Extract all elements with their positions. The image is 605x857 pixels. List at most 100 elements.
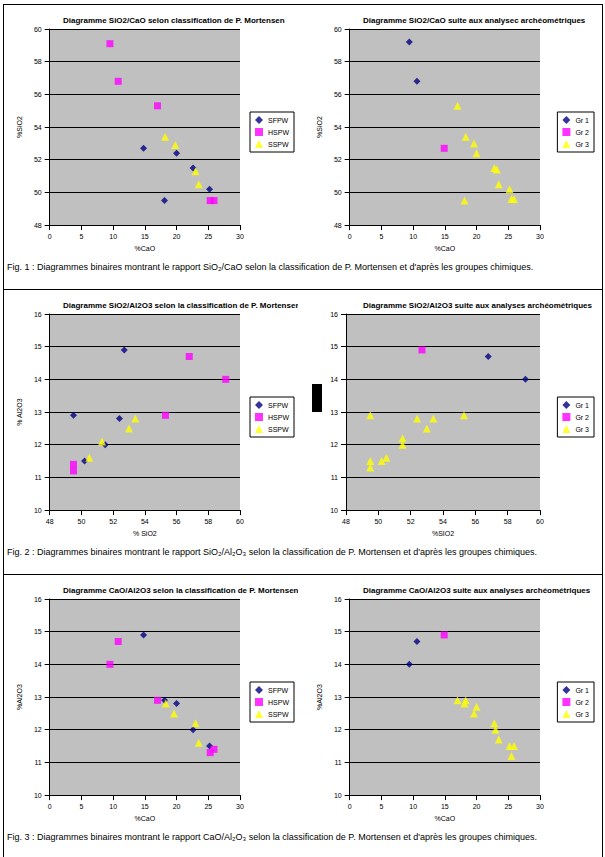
svg-text:56: 56: [334, 91, 342, 98]
svg-text:%SiO2: %SiO2: [16, 116, 23, 138]
svg-text:10: 10: [409, 233, 417, 240]
svg-text:16: 16: [34, 311, 42, 318]
svg-text:30: 30: [536, 803, 544, 810]
svg-text:30: 30: [236, 233, 244, 240]
svg-text:11: 11: [334, 759, 341, 766]
svg-text:12: 12: [330, 441, 338, 448]
svg-text:50: 50: [34, 189, 42, 196]
svg-text:% Al2O3: % Al2O3: [16, 398, 23, 425]
svg-text:20: 20: [473, 803, 481, 810]
svg-text:%Al2O3: %Al2O3: [16, 684, 23, 710]
svg-text:5: 5: [379, 803, 383, 810]
svg-text:11: 11: [34, 474, 41, 481]
svg-text:50: 50: [374, 518, 382, 525]
svg-text:12: 12: [34, 441, 42, 448]
svg-text:HSPW: HSPW: [268, 699, 289, 706]
svg-text:SSPW: SSPW: [268, 426, 289, 433]
svg-text:Diagramme SiO2/Al2O3 suite aux: Diagramme SiO2/Al2O3 suite aux analyses …: [363, 301, 593, 310]
svg-text:48: 48: [342, 518, 350, 525]
svg-text:15: 15: [141, 233, 149, 240]
svg-text:58: 58: [34, 58, 42, 65]
svg-text:0: 0: [48, 233, 52, 240]
svg-text:10: 10: [330, 507, 338, 514]
svg-text:50: 50: [78, 518, 86, 525]
svg-text:56: 56: [471, 518, 479, 525]
svg-text:Diagramme SiO2/Al2O3 selon la: Diagramme SiO2/Al2O3 selon la classifica…: [63, 301, 298, 310]
svg-text:Gr 3: Gr 3: [575, 426, 589, 433]
svg-text:54: 54: [439, 518, 447, 525]
svg-text:15: 15: [141, 803, 149, 810]
svg-text:10: 10: [334, 792, 342, 799]
svg-text:Diagramme SiO2/CaO selon class: Diagramme SiO2/CaO selon classification …: [63, 16, 285, 25]
svg-text:SFPW: SFPW: [268, 117, 289, 124]
svg-text:13: 13: [34, 694, 42, 701]
svg-text:60: 60: [334, 26, 342, 33]
svg-text:25: 25: [204, 803, 212, 810]
svg-text:%CaO: %CaO: [135, 815, 156, 822]
svg-text:Gr 1: Gr 1: [575, 117, 589, 124]
svg-text:Gr 2: Gr 2: [575, 414, 589, 421]
svg-text:15: 15: [34, 628, 42, 635]
svg-text:HSPW: HSPW: [268, 129, 289, 136]
svg-text:Diagramme CaO/Al2O3 selon la c: Diagramme CaO/Al2O3 selon la classificat…: [63, 586, 298, 595]
svg-text:56: 56: [34, 91, 42, 98]
svg-text:54: 54: [34, 124, 42, 131]
svg-text:15: 15: [330, 343, 338, 350]
svg-text:10: 10: [109, 803, 117, 810]
svg-text:15: 15: [334, 628, 342, 635]
svg-text:25: 25: [504, 233, 512, 240]
svg-text:12: 12: [34, 726, 42, 733]
svg-text:11: 11: [331, 474, 338, 481]
svg-text:%CaO: %CaO: [135, 245, 156, 252]
svg-text:0: 0: [348, 233, 352, 240]
svg-text:10: 10: [409, 803, 417, 810]
svg-text:14: 14: [330, 376, 338, 383]
svg-text:56: 56: [173, 518, 181, 525]
svg-text:SFPW: SFPW: [268, 402, 289, 409]
svg-text:15: 15: [441, 803, 449, 810]
svg-text:SSPW: SSPW: [268, 711, 289, 718]
svg-text:5: 5: [379, 233, 383, 240]
svg-text:5: 5: [79, 803, 83, 810]
svg-text:10: 10: [109, 233, 117, 240]
svg-text:%SIO2: %SIO2: [432, 530, 454, 537]
svg-text:52: 52: [34, 156, 42, 163]
svg-text:16: 16: [34, 596, 42, 603]
svg-text:%SiO2: %SiO2: [316, 116, 323, 138]
svg-text:SFPW: SFPW: [268, 687, 289, 694]
svg-text:20: 20: [173, 233, 181, 240]
svg-text:Gr 2: Gr 2: [575, 129, 589, 136]
svg-text:0: 0: [48, 803, 52, 810]
svg-text:%CaO: %CaO: [435, 815, 456, 822]
svg-text:12: 12: [334, 726, 342, 733]
svg-text:10: 10: [34, 792, 42, 799]
svg-text:Gr 1: Gr 1: [575, 402, 589, 409]
svg-text:%CaO: %CaO: [435, 245, 456, 252]
svg-text:48: 48: [46, 518, 54, 525]
svg-text:20: 20: [173, 803, 181, 810]
svg-text:16: 16: [334, 596, 342, 603]
svg-text:Diagramme CaO/Al2O3 suite aux: Diagramme CaO/Al2O3 suite aux analyses a…: [363, 586, 591, 595]
svg-text:15: 15: [34, 343, 42, 350]
svg-text:54: 54: [334, 124, 342, 131]
svg-text:14: 14: [34, 661, 42, 668]
svg-text:Gr 1: Gr 1: [575, 687, 589, 694]
svg-text:20: 20: [473, 233, 481, 240]
svg-text:Gr 2: Gr 2: [575, 699, 589, 706]
svg-text:25: 25: [504, 803, 512, 810]
svg-text:5: 5: [79, 233, 83, 240]
svg-text:0: 0: [348, 803, 352, 810]
svg-text:SSPW: SSPW: [268, 141, 289, 148]
svg-text:52: 52: [334, 156, 342, 163]
svg-text:13: 13: [330, 409, 338, 416]
svg-text:60: 60: [34, 26, 42, 33]
svg-text:14: 14: [334, 661, 342, 668]
svg-text:10: 10: [34, 507, 42, 514]
svg-text:Diagramme SiO2/CaO suite aux a: Diagramme SiO2/CaO suite aux analysec ar…: [363, 16, 586, 25]
svg-text:60: 60: [236, 518, 244, 525]
svg-text:52: 52: [407, 518, 415, 525]
svg-text:50: 50: [334, 189, 342, 196]
svg-text:% SiO2: % SiO2: [133, 530, 157, 537]
svg-text:Gr 3: Gr 3: [575, 711, 589, 718]
svg-text:13: 13: [34, 409, 42, 416]
